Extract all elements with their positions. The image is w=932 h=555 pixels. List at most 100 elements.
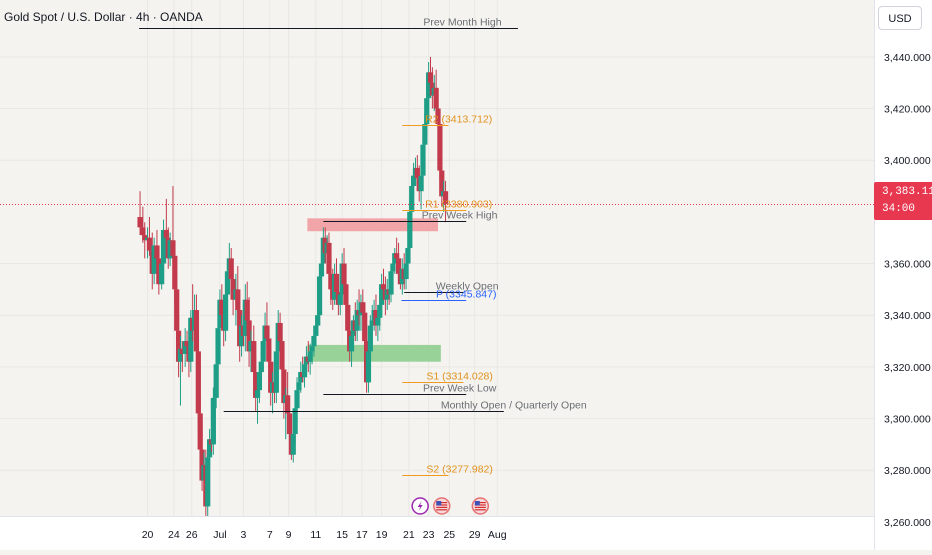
- time-axis-panel: [0, 516, 874, 550]
- events-layer[interactable]: [411, 497, 490, 515]
- demand-zone: [307, 344, 441, 362]
- us-flag-icon[interactable]: [471, 497, 490, 515]
- candle-up: [348, 335, 355, 352]
- candle-up: [215, 328, 221, 365]
- time-tick-label: 21: [403, 529, 415, 541]
- level-label: Prev Month High: [423, 17, 501, 29]
- candle-up: [365, 351, 372, 383]
- candle-down: [170, 240, 176, 256]
- candle-down: [442, 191, 449, 204]
- candle-down: [251, 341, 257, 373]
- time-tick-label: Aug: [488, 529, 507, 541]
- time-tick-label: 29: [469, 529, 481, 541]
- candle-down: [163, 229, 169, 238]
- level-label: Weekly Open: [436, 281, 499, 293]
- grid-lines: [0, 0, 874, 523]
- candle-up: [410, 175, 417, 187]
- level-label: Prev Week Low: [423, 383, 497, 395]
- price-tick-label: 3,420.000: [884, 104, 931, 116]
- flag-stripe: [436, 504, 448, 506]
- candle-up: [167, 240, 173, 259]
- price-tick-label: 3,440.000: [884, 52, 931, 64]
- candle-down: [179, 348, 185, 354]
- level-label: P (3345.847): [436, 289, 497, 301]
- candle-up: [309, 346, 315, 352]
- candle-up: [369, 320, 375, 326]
- candle-down: [172, 255, 178, 290]
- candle-up: [420, 144, 426, 176]
- candle-up: [375, 317, 381, 326]
- candle-down: [235, 289, 241, 311]
- candle-down: [195, 351, 201, 414]
- candle-down: [281, 369, 287, 404]
- candle-up: [273, 351, 279, 393]
- price-tick-label: 3,320.000: [884, 362, 931, 374]
- currency-button[interactable]: USD: [878, 6, 922, 30]
- candle-up: [248, 341, 254, 352]
- candle-down: [140, 227, 146, 236]
- candle-up: [307, 351, 313, 362]
- candle-up: [313, 325, 319, 336]
- candle-up: [160, 229, 167, 264]
- candle-down: [193, 310, 200, 352]
- candle-down: [264, 325, 270, 339]
- candle-down: [277, 322, 283, 342]
- price-tick-label: 3,360.000: [884, 259, 931, 271]
- candle-down: [266, 338, 272, 362]
- price-tick-label: 3,280.000: [884, 465, 931, 477]
- candle-up: [188, 317, 194, 362]
- time-axis[interactable]: 20 24 26 Jul 3 7 9 11 15 17 19 21 23 25 29 Aug: [0, 516, 874, 550]
- candle-down: [219, 299, 225, 316]
- candle-up: [315, 315, 321, 326]
- candle-up: [222, 294, 229, 331]
- levels-layer: Prev Month High R2 (3413.712) R1 (3380.903…: [139, 17, 587, 476]
- candle-up: [422, 124, 428, 145]
- candle-down: [394, 253, 400, 259]
- flag-stripe: [474, 509, 486, 511]
- flag-stripe: [436, 502, 448, 504]
- time-tick-label: 9: [286, 529, 292, 541]
- candle-down: [326, 242, 332, 274]
- candle-up: [367, 325, 373, 352]
- last-price-tag: 3,383.115 34:00: [874, 182, 932, 220]
- candle-up: [337, 294, 343, 305]
- candle-down: [154, 245, 160, 259]
- candle-up: [409, 186, 415, 212]
- price-tick-label: 3,260.000: [884, 517, 931, 529]
- candle-down: [230, 279, 236, 300]
- symbol-title[interactable]: Gold Spot / U.S. Dollar · 4h · OANDA: [4, 10, 203, 24]
- price-tick-label: 3,400.000: [884, 155, 931, 167]
- candle-up: [407, 211, 413, 249]
- candle-up: [159, 263, 165, 285]
- price-axis[interactable]: 3,440.000 3,420.000 3,400.000 3,360.000 3,34…: [874, 0, 932, 550]
- candle-down: [197, 413, 203, 450]
- candle-down: [142, 235, 148, 241]
- flag-canton: [474, 501, 480, 506]
- time-tick-label: 15: [336, 529, 348, 541]
- time-tick-label: 11: [310, 529, 321, 541]
- candle-down: [328, 273, 334, 290]
- candle-up: [260, 341, 266, 362]
- supply-zone: [307, 218, 439, 232]
- level-label: S1 (3314.028): [426, 371, 493, 383]
- time-tick-label: 7: [267, 529, 273, 541]
- candle-up: [177, 348, 184, 362]
- time-tick-label: Jul: [213, 529, 226, 541]
- candle-down: [395, 258, 402, 274]
- candle-up: [292, 408, 298, 435]
- time-tick-label: 26: [186, 529, 198, 541]
- candle-up: [151, 245, 157, 274]
- candle-up: [377, 304, 383, 318]
- us-flag-icon[interactable]: [433, 497, 451, 515]
- time-tick-label: 23: [423, 529, 435, 541]
- candle-down: [414, 167, 420, 179]
- candle-down: [156, 258, 162, 285]
- flag-canton: [436, 501, 442, 506]
- candle-up: [388, 271, 394, 295]
- level-label: S2 (3277.982): [426, 464, 493, 476]
- candle-down: [427, 72, 434, 83]
- candle-up: [290, 434, 296, 455]
- candle-down: [174, 289, 180, 331]
